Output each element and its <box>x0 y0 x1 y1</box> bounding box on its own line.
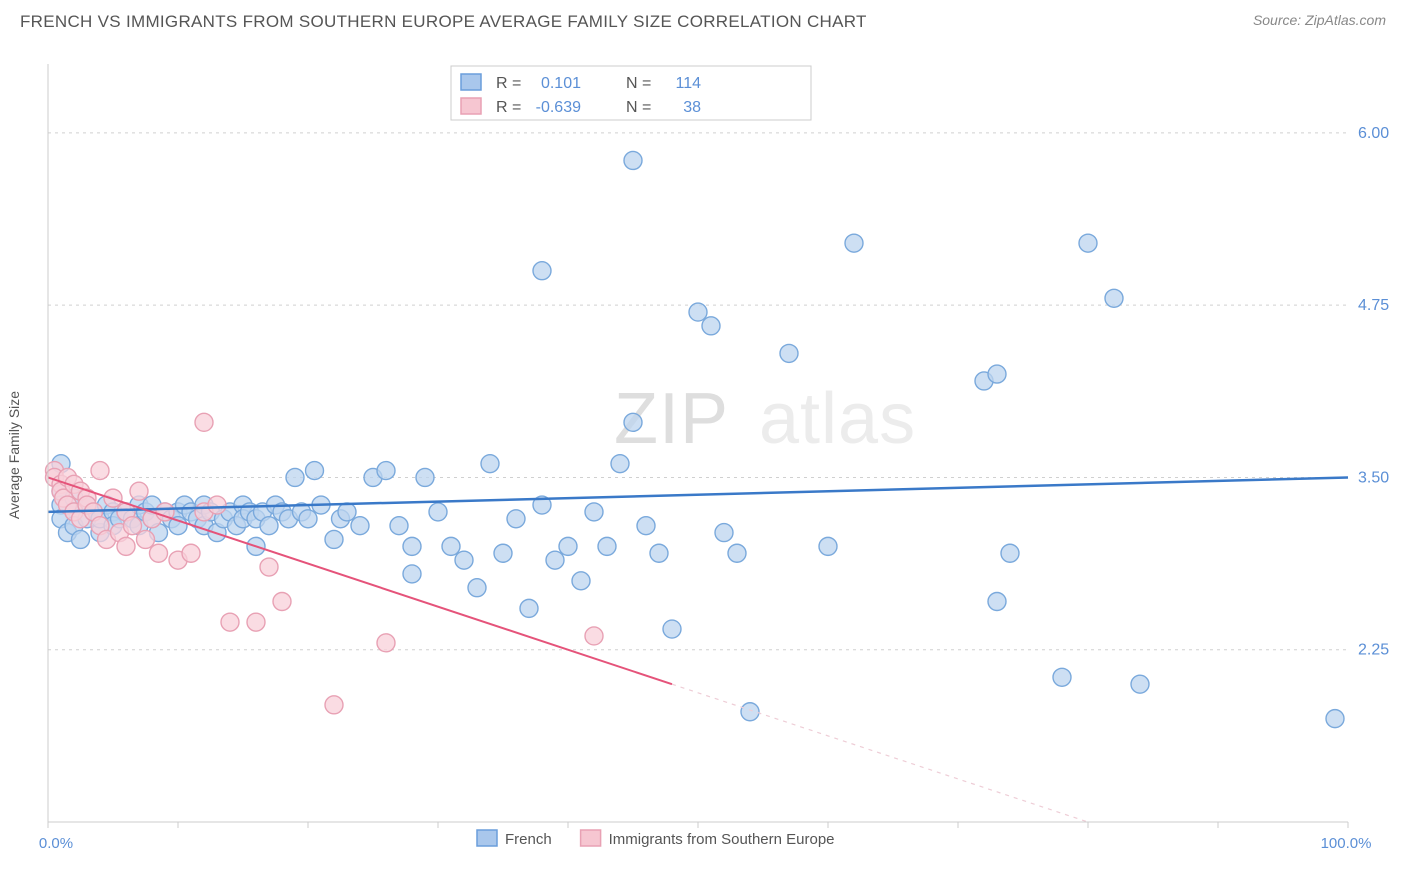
correlation-scatter-chart: 2.253.504.756.00ZIPatlas0.0%100.0%R =0.1… <box>8 32 1398 878</box>
chart-source: Source: ZipAtlas.com <box>1253 12 1386 30</box>
svg-text:R =: R = <box>496 75 521 92</box>
y-axis-label: Average Family Size <box>6 391 22 519</box>
svg-text:2.25: 2.25 <box>1358 642 1389 659</box>
trend-line-french <box>48 477 1348 511</box>
correlation-stats-box: R = 0.101 N = 114 R = -0.639 N = 38 <box>451 66 811 120</box>
svg-text:R =: R = <box>496 99 521 116</box>
chart-title: FRENCH VS IMMIGRANTS FROM SOUTHERN EUROP… <box>20 12 867 32</box>
svg-text:38: 38 <box>683 99 701 116</box>
svg-text:French: French <box>505 831 552 848</box>
trend-line-immigrants-extrapolated <box>672 684 1088 822</box>
svg-text:Immigrants from Southern Europ: Immigrants from Southern Europe <box>609 831 835 848</box>
source-name: ZipAtlas.com <box>1305 12 1386 28</box>
svg-text:0.101: 0.101 <box>541 75 581 92</box>
svg-text:3.50: 3.50 <box>1358 469 1389 486</box>
svg-text:114: 114 <box>675 75 701 92</box>
svg-text:0.0%: 0.0% <box>39 835 73 852</box>
svg-text:N =: N = <box>626 99 651 116</box>
svg-text:atlas: atlas <box>759 379 916 459</box>
svg-text:N =: N = <box>626 75 651 92</box>
svg-text:-0.639: -0.639 <box>536 99 581 116</box>
svg-text:4.75: 4.75 <box>1358 297 1389 314</box>
source-prefix: Source: <box>1253 12 1305 28</box>
series-legend: French Immigrants from Southern Europe <box>477 830 835 848</box>
series-Immigrants from Southern Europe <box>46 413 604 714</box>
svg-text:100.0%: 100.0% <box>1321 835 1372 852</box>
svg-text:6.00: 6.00 <box>1358 125 1389 142</box>
